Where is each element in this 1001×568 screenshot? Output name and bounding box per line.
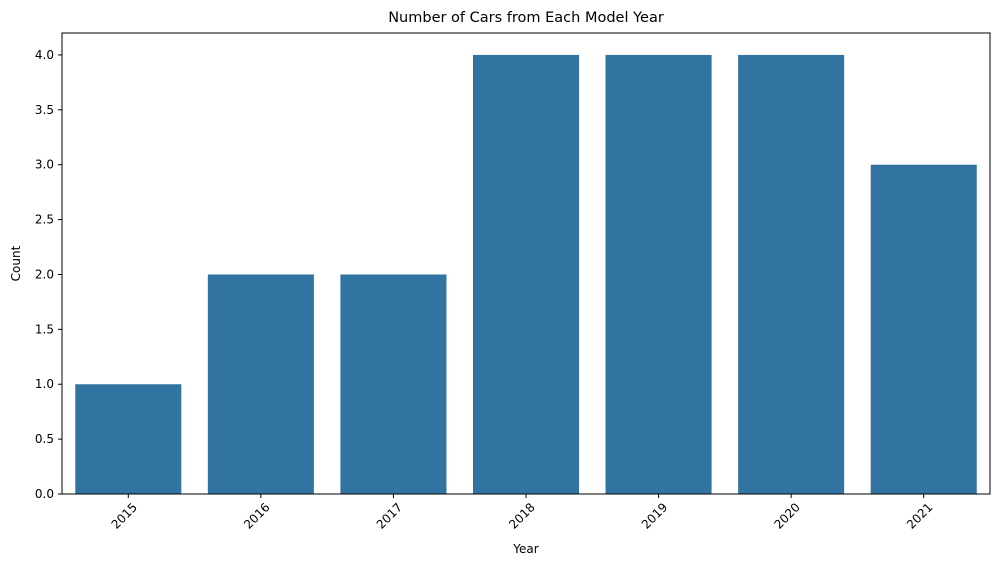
y-tick-label: 2.5: [35, 213, 54, 227]
y-tick-label: 3.0: [35, 158, 54, 172]
y-tick-label: 4.0: [35, 48, 54, 62]
bar-2020: [738, 54, 845, 494]
y-tick-label: 1.5: [35, 322, 54, 336]
x-tick-label: 2018: [506, 500, 537, 531]
chart-title: Number of Cars from Each Model Year: [388, 10, 664, 26]
y-tick-label: 0.5: [35, 432, 54, 446]
x-tick-label: 2016: [241, 500, 272, 531]
y-axis-label: Count: [9, 245, 23, 281]
x-tick-label: 2021: [904, 500, 935, 531]
bar-2015: [75, 384, 182, 494]
bar-2017: [340, 274, 447, 494]
x-tick-label: 2020: [771, 500, 802, 531]
bars: [75, 54, 977, 494]
y-tick-label: 1.0: [35, 377, 54, 391]
x-tick-label: 2015: [109, 500, 140, 531]
y-tick-label: 3.5: [35, 103, 54, 117]
x-tick-label: 2017: [374, 500, 405, 531]
y-tick-label: 2.0: [35, 267, 54, 281]
x-axis-ticks: 2015 2016 2017 2018 2019 2020 2021: [109, 494, 935, 532]
x-tick-label: 2019: [639, 500, 670, 531]
bar-2019: [605, 54, 712, 494]
bar-2016: [207, 274, 314, 494]
plot-frame: [61, 32, 991, 495]
bar-2018: [472, 54, 580, 494]
y-axis-ticks: 0.0 0.5 1.0 1.5 2.0 2.5 3.0 3.5 4.0: [35, 48, 62, 501]
bar-2021: [870, 164, 977, 494]
y-tick-label: 0.0: [35, 487, 54, 501]
x-axis-label: Year: [512, 542, 538, 556]
